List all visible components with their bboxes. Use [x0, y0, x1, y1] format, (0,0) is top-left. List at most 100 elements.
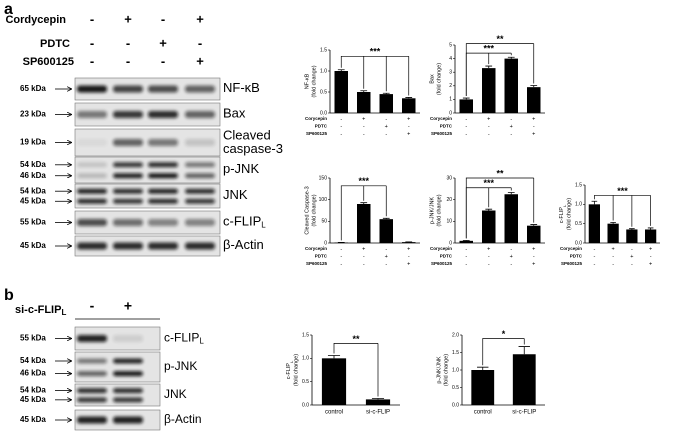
- condition-sign: -: [363, 261, 365, 267]
- blot-frame: [74, 383, 161, 407]
- y-tick-label: 30: [446, 175, 452, 181]
- y-tick-label: 1.0: [320, 68, 327, 74]
- y-axis-label: (fold change): [443, 354, 449, 386]
- band: [77, 188, 107, 194]
- blot-frame: [74, 102, 221, 127]
- y-tick-label: 4: [449, 56, 452, 62]
- band: [113, 219, 143, 226]
- bar: [402, 242, 416, 243]
- y-axis-label: p-JNK/JNK: [436, 356, 442, 384]
- band: [77, 335, 107, 342]
- condition-name: SP600125: [431, 131, 453, 136]
- protein-label-main: Cleaved: [223, 128, 271, 143]
- marker-label: 45 kDa: [20, 415, 46, 424]
- protein-label-main: caspase-3: [223, 141, 283, 156]
- y-tick-label: 2.0: [452, 332, 459, 338]
- y-tick-label: 0.0: [575, 240, 582, 246]
- condition-sign: -: [488, 254, 490, 260]
- bar: [588, 204, 600, 243]
- y-tick-label: 0.0: [452, 402, 459, 408]
- band: [185, 162, 215, 168]
- error-bar: [530, 224, 538, 226]
- significance-label: **: [496, 34, 504, 44]
- treatment-name: Cordycepin: [5, 14, 66, 26]
- band: [113, 416, 143, 424]
- blot-frame: [74, 156, 221, 184]
- condition-sign: -: [385, 116, 387, 122]
- protein-label-main: NF-κB: [223, 80, 260, 95]
- condition-sign: -: [465, 261, 467, 267]
- error-bar: [507, 56, 515, 59]
- condition-sign: -: [510, 246, 512, 252]
- marker-label: 46 kDa: [20, 369, 46, 378]
- protein-label-main: β-Actin: [223, 237, 264, 252]
- bar: [504, 58, 518, 113]
- error-bar: [629, 228, 635, 230]
- bar: [357, 92, 371, 113]
- y-tick-label: 10: [446, 219, 452, 225]
- protein-label-main: Bax: [223, 106, 246, 121]
- bar: [607, 223, 619, 243]
- marker-label: 55 kDa: [20, 218, 46, 227]
- significance-bracket: [465, 43, 535, 97]
- condition-sign: +: [362, 246, 365, 252]
- band: [185, 188, 215, 194]
- band: [77, 371, 107, 377]
- bar: [334, 71, 348, 113]
- bar: [379, 219, 393, 243]
- band: [148, 162, 178, 168]
- condition-sign: -: [510, 131, 512, 137]
- condition-sign: -: [465, 116, 467, 122]
- band: [113, 242, 143, 250]
- condition-sign: +: [612, 246, 615, 252]
- error-bar: [405, 97, 413, 99]
- band: [113, 388, 143, 394]
- condition-sign: -: [510, 261, 512, 267]
- condition-sign: -: [650, 254, 652, 260]
- protein-label-sub: L: [261, 221, 266, 230]
- protein-label: p-JNK: [164, 359, 197, 373]
- y-axis-label: (fold change): [436, 63, 442, 95]
- protein-label-main: c-FLIP: [223, 214, 261, 229]
- band: [148, 85, 178, 93]
- significance-bracket: [333, 343, 379, 397]
- condition-sign: -: [533, 254, 535, 260]
- band: [148, 219, 178, 226]
- condition-sign: -: [510, 116, 512, 122]
- y-tick-label: 2: [449, 83, 452, 89]
- bar: [357, 204, 371, 243]
- y-axis-label: NF-κB: [304, 73, 310, 89]
- bar: [459, 99, 473, 113]
- blot-frame: [74, 210, 221, 235]
- significance-label: ***: [617, 186, 628, 196]
- error-bar: [507, 192, 515, 195]
- condition-name: PDTC: [570, 254, 583, 259]
- significance-label: **: [496, 168, 504, 178]
- y-tick-label: 1.5: [452, 350, 459, 356]
- bar: [365, 399, 391, 405]
- band: [77, 111, 107, 118]
- band: [185, 173, 215, 179]
- y-tick-label: 1.0: [575, 202, 582, 208]
- bar: [527, 87, 541, 113]
- marker-label: 45 kDa: [20, 241, 46, 250]
- condition-sign: -: [593, 246, 595, 252]
- protein-label-main: JNK: [164, 387, 187, 401]
- condition-sign: -: [488, 124, 490, 130]
- condition-sign: -: [533, 124, 535, 130]
- y-axis-label: Bax: [429, 74, 435, 84]
- condition-sign: +: [510, 124, 513, 130]
- band: [148, 173, 178, 179]
- protein-label-main: c-FLIP: [164, 331, 199, 345]
- error-bar: [610, 222, 616, 224]
- band: [148, 188, 178, 194]
- bar: [482, 68, 496, 113]
- treatment-name: PDTC: [40, 38, 70, 50]
- y-tick-label: 0.0: [302, 402, 309, 408]
- treatment-sign: -: [126, 35, 130, 50]
- protein-label-main: JNK: [223, 187, 248, 202]
- condition-name: Corycepin: [430, 116, 452, 121]
- error-bar: [477, 366, 489, 370]
- band: [77, 85, 107, 93]
- y-axis-label: (fold change): [566, 198, 572, 230]
